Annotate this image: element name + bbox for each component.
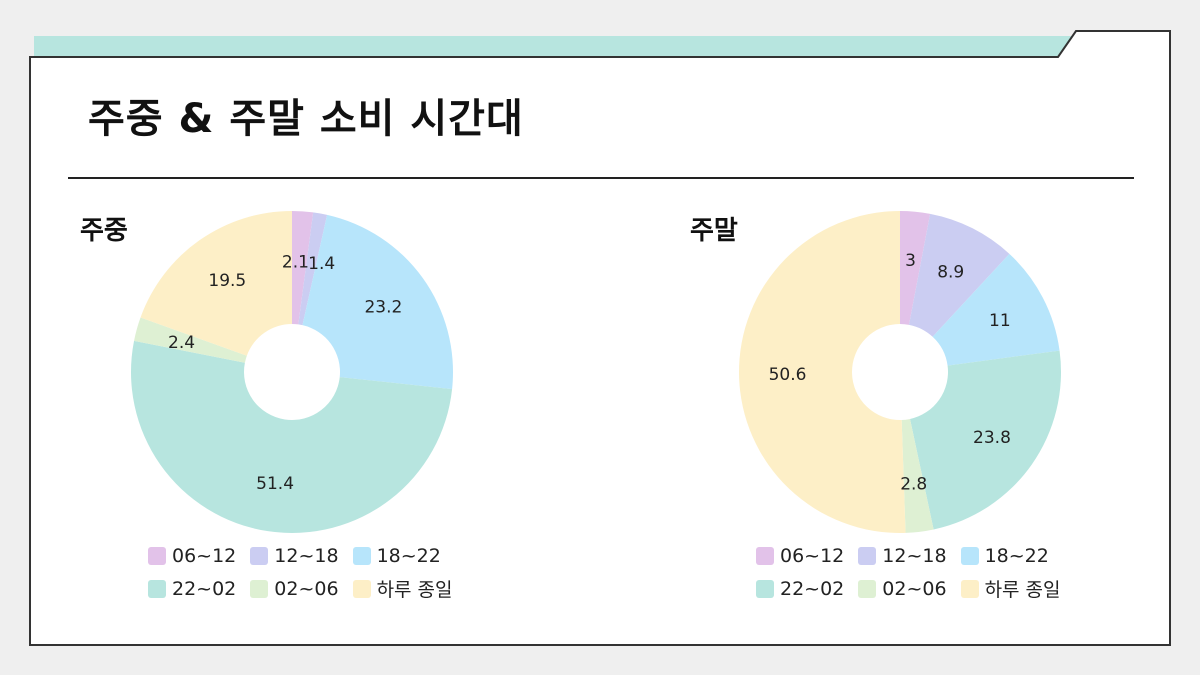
weekday-legend-swatch-4	[250, 579, 269, 598]
weekend-slice-0	[900, 211, 931, 325]
weekend-legend-item-3: 22~02	[756, 575, 844, 602]
weekday-slice-5	[140, 211, 292, 356]
weekend-legend-swatch-3	[756, 579, 774, 598]
weekend-value-label-2: 11	[989, 311, 1011, 331]
weekday-slice-0	[292, 211, 314, 325]
weekday-value-label-3: 51.4	[256, 474, 294, 494]
weekday-legend-swatch-0	[148, 547, 166, 565]
weekend-legend-label-0: 06~12	[780, 545, 845, 567]
weekday-slice-3	[130, 340, 453, 533]
weekend-value-label-5: 50.6	[769, 365, 807, 385]
weekend-legend-swatch-0	[756, 547, 774, 565]
weekday-value-label-1: 1.4	[308, 254, 335, 274]
weekday-chart-title: 주중	[80, 216, 128, 246]
weekday-legend-label-0: 06~12	[172, 545, 237, 567]
weekend-slice-1	[908, 213, 1010, 337]
weekday-donut-chart: 2.1 1.4 23.2 51.4 2.4 19.5	[130, 211, 453, 533]
weekday-slice-2	[302, 214, 453, 390]
weekend-value-label-3: 23.8	[973, 428, 1011, 448]
weekday-legend-item-5: 하루 종일	[352, 575, 453, 602]
weekend-legend-label-4: 02~06	[882, 577, 947, 600]
weekend-legend-swatch-1	[858, 547, 877, 565]
weekend-donut-chart: 3 8.9 11 23.8 2.8 50.6	[738, 211, 1061, 533]
weekday-slice-4	[134, 317, 247, 363]
weekday-legend-item-4: 02~06	[250, 575, 339, 602]
weekend-legend-label-5: 하루 종일	[984, 579, 1061, 601]
title-divider	[68, 177, 1134, 179]
weekend-legend-item-0: 06~12	[756, 545, 844, 567]
weekend-slice-4	[901, 418, 934, 533]
weekend-slice-2	[932, 253, 1060, 366]
weekend-legend-item-5: 하루 종일	[960, 575, 1061, 602]
weekend-legend-swatch-2	[960, 547, 979, 565]
weekday-legend-item-1: 12~18	[250, 545, 339, 567]
weekday-legend-label-1: 12~18	[274, 545, 339, 567]
weekend-legend: 06~12 12~18 18~22 22~02 02~06 하루 종일	[756, 545, 1061, 602]
weekend-slice-3	[910, 350, 1061, 530]
weekday-legend-item-2: 18~22	[352, 545, 453, 567]
weekend-legend-swatch-4	[858, 579, 877, 598]
weekday-slice-1	[298, 212, 328, 326]
weekend-legend-item-2: 18~22	[960, 545, 1061, 567]
weekday-value-label-5: 19.5	[208, 271, 246, 291]
weekend-value-label-4: 2.8	[900, 475, 927, 495]
weekday-legend-item-3: 22~02	[148, 575, 236, 602]
weekday-legend: 06~12 12~18 18~22 22~02 02~06 하루 종일	[148, 545, 453, 602]
page-title: 주중 & 주말 소비 시간대	[88, 96, 524, 142]
weekend-chart-title: 주말	[690, 216, 738, 246]
weekday-legend-label-4: 02~06	[274, 577, 339, 600]
weekend-legend-swatch-5	[960, 579, 979, 598]
weekday-value-label-4: 2.4	[168, 333, 195, 353]
weekday-legend-item-0: 06~12	[148, 545, 236, 567]
weekend-value-label-0: 3	[905, 251, 916, 271]
weekend-legend-item-1: 12~18	[858, 545, 947, 567]
weekday-legend-swatch-1	[250, 547, 269, 565]
weekend-slice-5	[738, 211, 906, 533]
weekday-legend-label-3: 22~02	[172, 577, 237, 600]
weekday-legend-label-5: 하루 종일	[376, 579, 453, 601]
weekday-legend-swatch-2	[352, 547, 371, 565]
weekend-legend-label-1: 12~18	[882, 545, 947, 567]
weekend-legend-item-4: 02~06	[858, 575, 947, 602]
weekday-legend-swatch-5	[352, 579, 371, 598]
weekday-legend-swatch-3	[148, 579, 166, 598]
weekend-value-label-1: 8.9	[937, 263, 964, 283]
accent-tab	[34, 36, 1072, 56]
weekend-legend-label-3: 22~02	[780, 577, 845, 600]
weekday-legend-label-2: 18~22	[376, 545, 441, 567]
weekend-legend-label-2: 18~22	[984, 545, 1049, 567]
weekday-value-label-0: 2.1	[282, 253, 309, 273]
weekday-value-label-2: 23.2	[364, 297, 402, 317]
